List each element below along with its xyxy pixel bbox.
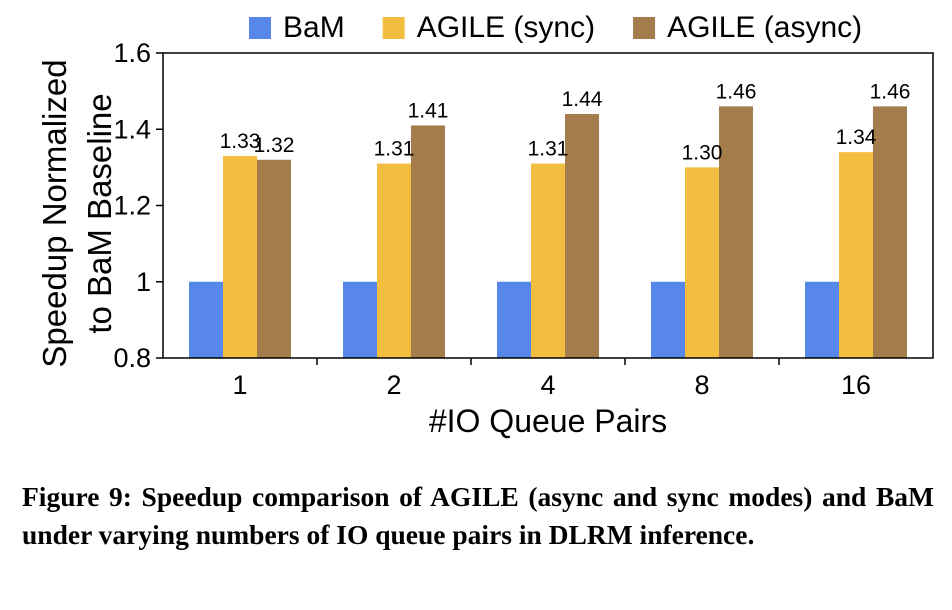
legend-swatch	[249, 17, 271, 39]
bar-value-label: 1.44	[562, 88, 603, 111]
bar-value-label: 1.34	[836, 126, 877, 149]
figure-caption: Figure 9: Speedup comparison of AGILE (a…	[22, 481, 934, 550]
bar	[839, 152, 873, 358]
plot-frame	[162, 52, 934, 359]
bar	[719, 106, 753, 358]
x-tick-label: 2	[386, 370, 401, 400]
y-tick-label: 1.2	[113, 191, 151, 221]
bar	[411, 125, 445, 358]
bar-value-label: 1.31	[528, 138, 569, 161]
bar-value-label: 1.41	[408, 99, 449, 122]
y-axis-label: Speedup Normalized to BaM Baseline	[36, 59, 118, 367]
bar	[873, 106, 907, 358]
bar	[565, 114, 599, 358]
bar	[189, 281, 223, 358]
y-axis-label-line: Speedup Normalized	[36, 59, 73, 367]
bar-value-label: 1.31	[374, 138, 415, 161]
y-tick-label: 0.8	[113, 343, 151, 373]
y-tick-label: 1.6	[113, 38, 151, 68]
legend-swatch	[633, 17, 656, 39]
y-tick-label: 1	[136, 267, 151, 297]
bar-value-label: 1.46	[716, 80, 757, 103]
bar	[377, 163, 411, 358]
x-tick-label: 8	[694, 370, 709, 400]
legend-swatch	[382, 17, 405, 39]
y-tick-label: 1.4	[113, 114, 151, 144]
legend-label: AGILE (async)	[667, 11, 862, 44]
chart-legend: BaM AGILE (sync) AGILE (async)	[249, 11, 862, 44]
bar-value-label: 1.32	[254, 134, 295, 157]
bar-value-label: 1.30	[682, 141, 723, 164]
bar	[343, 281, 377, 358]
x-tick-label: 16	[841, 370, 871, 400]
bar	[497, 281, 531, 358]
bar	[257, 159, 291, 358]
x-axis-ticks: 1 2 4 8 16	[232, 358, 871, 400]
legend-label: BaM	[283, 11, 345, 44]
bar	[805, 281, 839, 358]
legend-label: AGILE (sync)	[417, 11, 595, 44]
bar-value-label: 1.33	[220, 130, 261, 153]
bar-value-labels: 1.331.32 1.31 1.41 1.31 1.44 1.30 1.46 1.34 1.46	[220, 80, 911, 164]
bar	[685, 167, 719, 358]
x-tick-label: 4	[540, 370, 555, 400]
bar-value-label: 1.46	[870, 80, 911, 103]
x-tick-label: 1	[232, 370, 247, 400]
bar	[223, 155, 257, 358]
x-axis-label: #IO Queue Pairs	[429, 403, 667, 439]
y-axis-label-line: to BaM Baseline	[81, 93, 118, 333]
bars	[189, 106, 907, 358]
y-axis-ticks: 0.8 1 1.2 1.4 1.6	[113, 38, 163, 373]
bar	[651, 281, 685, 358]
bar-chart: BaM AGILE (sync) AGILE (async) Speedup Nor…	[36, 11, 934, 439]
bar	[531, 163, 565, 358]
